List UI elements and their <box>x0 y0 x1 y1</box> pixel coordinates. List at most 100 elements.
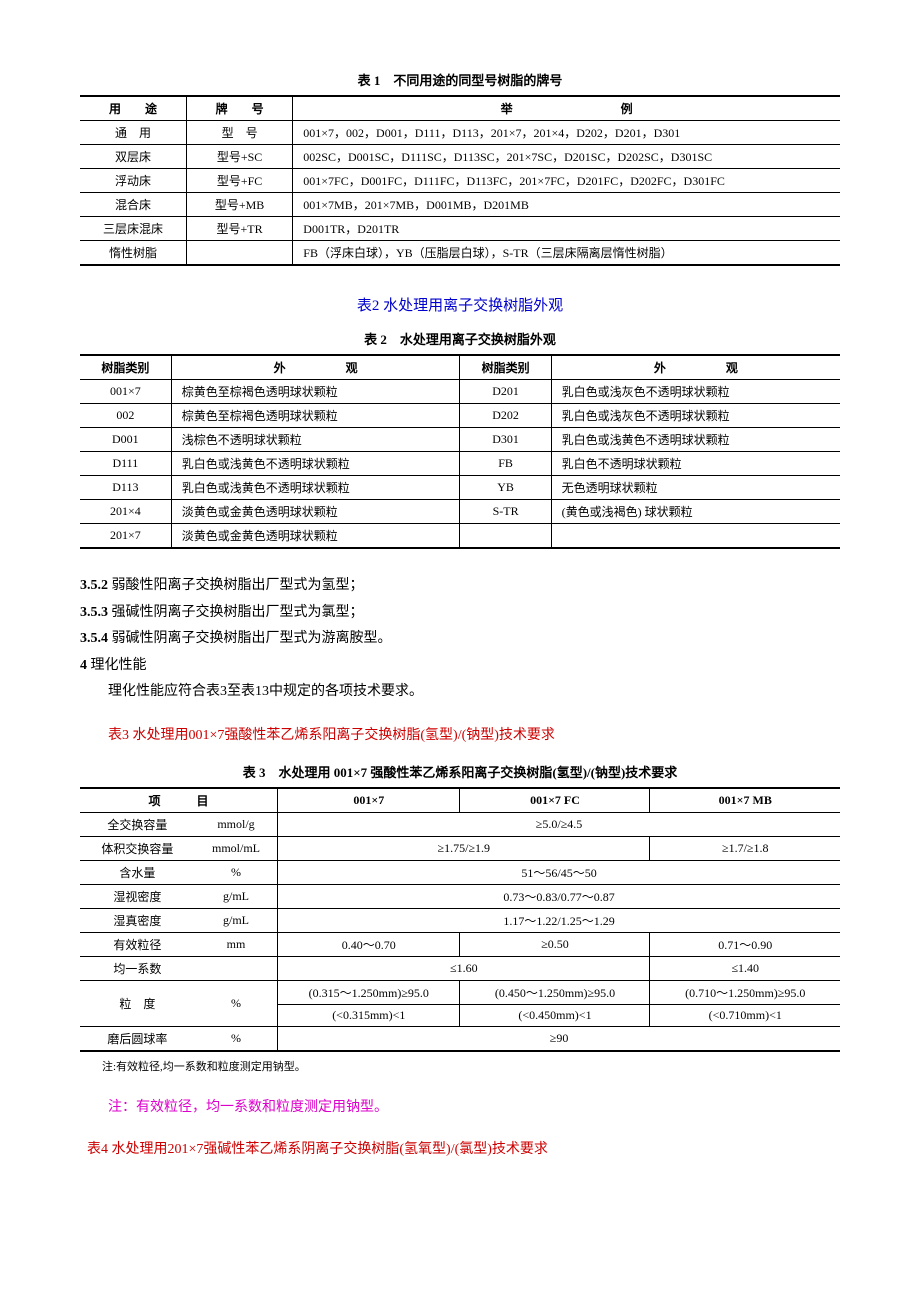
t2-r1c3: 乳白色或浅灰色不透明球状颗粒 <box>551 404 840 428</box>
t3-r7b-v2: (<0.450mm)<1 <box>460 1004 650 1026</box>
t2-h3: 外 观 <box>551 355 840 380</box>
t2-r5c1: 淡黄色或金黄色透明球状颗粒 <box>171 500 460 524</box>
t2-r2c3: 乳白色或浅黄色不透明球状颗粒 <box>551 428 840 452</box>
t2-r6c3 <box>551 524 840 549</box>
t1-r0c0: 通 用 <box>80 121 186 145</box>
t3-r7a-v2: (0.450～1.250mm)≥95.0 <box>460 980 650 1004</box>
t2-r5c3: (黄色或浅褐色) 球状颗粒 <box>551 500 840 524</box>
t3-r2-u: % <box>195 860 278 884</box>
t1-r2c1: 型号+FC <box>186 169 292 193</box>
t2-r6c0: 201×7 <box>80 524 171 549</box>
t2-r4c2: YB <box>460 476 551 500</box>
t2-r1c2: D202 <box>460 404 551 428</box>
t2-r1c0: 002 <box>80 404 171 428</box>
t3-r8-v: ≥90 <box>278 1026 840 1051</box>
t3-r7b-v3: (<0.710mm)<1 <box>650 1004 840 1026</box>
t3-h2: 001×7 <box>278 788 460 813</box>
table3-footnote: 注:有效粒径,均一系数和粒度测定用钠型。 <box>80 1058 840 1074</box>
t3-r5-v2: ≥0.50 <box>460 932 650 956</box>
t1-r3c2: 001×7MB，201×7MB，D001MB，D201MB <box>293 193 840 217</box>
t1-r3c0: 混合床 <box>80 193 186 217</box>
t2-r4c3: 无色透明球状颗粒 <box>551 476 840 500</box>
t3-r4-l: 湿真密度 <box>80 908 195 932</box>
p4-text: 理化性能 <box>87 658 147 673</box>
p5-text: 理化性能应符合表3至表13中规定的各项技术要求。 <box>80 679 840 706</box>
t1-r0c1: 型 号 <box>186 121 292 145</box>
t3-r6-v3: ≤1.40 <box>650 956 840 980</box>
t2-r3c2: FB <box>460 452 551 476</box>
body-section: 3.5.2 弱酸性阳离子交换树脂出厂型式为氢型； 3.5.3 强碱性阴离子交换树… <box>80 573 840 706</box>
t2-r2c1: 浅棕色不透明球状颗粒 <box>171 428 460 452</box>
t3-r3-v: 0.73～0.83/0.77～0.87 <box>278 884 840 908</box>
t2-r0c1: 棕黄色至棕褐色透明球状颗粒 <box>171 380 460 404</box>
t3-h4: 001×7 MB <box>650 788 840 813</box>
t2-r0c0: 001×7 <box>80 380 171 404</box>
t2-h1: 外 观 <box>171 355 460 380</box>
t3-r7a-v3: (0.710～1.250mm)≥95.0 <box>650 980 840 1004</box>
t3-r5-u: mm <box>195 932 278 956</box>
t3-r6-u <box>195 956 278 980</box>
t3-h3: 001×7 FC <box>460 788 650 813</box>
t3-r8-l: 磨后圆球率 <box>80 1026 195 1051</box>
t3-h0: 项 目 <box>80 788 278 813</box>
p1-label: 3.5.2 <box>80 578 108 593</box>
t3-r7b-v1: (<0.315mm)<1 <box>278 1004 460 1026</box>
t2-r3c3: 乳白色不透明球状颗粒 <box>551 452 840 476</box>
t3-r6-l: 均一系数 <box>80 956 195 980</box>
table2-title: 表2 水处理用离子交换树脂外观 <box>80 294 840 315</box>
t3-r5-v1: 0.40～0.70 <box>278 932 460 956</box>
t2-r4c1: 乳白色或浅黄色不透明球状颗粒 <box>171 476 460 500</box>
t1-r4c1: 型号+TR <box>186 217 292 241</box>
p1-text: 弱酸性阳离子交换树脂出厂型式为氢型； <box>108 578 364 593</box>
table4-title: 表4 水处理用201×7强碱性苯乙烯系阴离子交换树脂(氢氧型)/(氯型)技术要求 <box>80 1138 840 1158</box>
t2-r2c2: D301 <box>460 428 551 452</box>
t3-r1-l: 体积交换容量 <box>80 836 195 860</box>
t2-r0c2: D201 <box>460 380 551 404</box>
p4-label: 4 <box>80 658 87 673</box>
t1-r4c2: D001TR，D201TR <box>293 217 840 241</box>
t2-h2: 树脂类别 <box>460 355 551 380</box>
p2-label: 3.5.3 <box>80 605 108 620</box>
t1-h2: 举 例 <box>293 96 840 121</box>
t1-r1c1: 型号+SC <box>186 145 292 169</box>
t3-r4-u: g/mL <box>195 908 278 932</box>
p3-text: 弱碱性阴离子交换树脂出厂型式为游离胺型。 <box>108 631 392 646</box>
t3-r6-v12: ≤1.60 <box>278 956 650 980</box>
table1: 用 途 牌 号 举 例 通 用型 号001×7，002，D001，D111，D1… <box>80 95 840 266</box>
t1-r5c0: 惰性树脂 <box>80 241 186 266</box>
t1-r1c0: 双层床 <box>80 145 186 169</box>
t3-r7-l: 粒 度 <box>80 980 195 1026</box>
t3-r0-l: 全交换容量 <box>80 812 195 836</box>
table3-caption: 表 3 水处理用 001×7 强酸性苯乙烯系阳离子交换树脂(氢型)/(钠型)技术… <box>80 762 840 781</box>
t3-r3-l: 湿视密度 <box>80 884 195 908</box>
t2-r1c1: 棕黄色至棕褐色透明球状颗粒 <box>171 404 460 428</box>
t3-r7a-v1: (0.315～1.250mm)≥95.0 <box>278 980 460 1004</box>
t2-r5c0: 201×4 <box>80 500 171 524</box>
note-pink: 注：有效粒径，均一系数和粒度测定用钠型。 <box>80 1096 840 1116</box>
p3-label: 3.5.4 <box>80 631 108 646</box>
t3-r2-l: 含水量 <box>80 860 195 884</box>
t1-r5c1 <box>186 241 292 266</box>
t3-r2-v: 51～56/45～50 <box>278 860 840 884</box>
table2: 树脂类别 外 观 树脂类别 外 观 001×7棕黄色至棕褐色透明球状颗粒D201… <box>80 354 840 549</box>
table3-title: 表3 水处理用001×7强酸性苯乙烯系阳离子交换树脂(氢型)/(钠型)技术要求 <box>80 724 840 744</box>
t2-r6c2 <box>460 524 551 549</box>
t1-r3c1: 型号+MB <box>186 193 292 217</box>
t2-r0c3: 乳白色或浅灰色不透明球状颗粒 <box>551 380 840 404</box>
t3-r1-u: mmol/mL <box>195 836 278 860</box>
t2-r4c0: D113 <box>80 476 171 500</box>
t1-r0c2: 001×7，002，D001，D111，D113，201×7，201×4，D20… <box>293 121 840 145</box>
t2-r3c0: D111 <box>80 452 171 476</box>
t3-r7-u: % <box>195 980 278 1026</box>
table3: 项 目 001×7 001×7 FC 001×7 MB 全交换容量 mmol/g… <box>80 787 840 1052</box>
t1-r2c2: 001×7FC，D001FC，D111FC，D113FC，201×7FC，D20… <box>293 169 840 193</box>
t3-r1-v3: ≥1.7/≥1.8 <box>650 836 840 860</box>
table2-caption: 表 2 水处理用离子交换树脂外观 <box>80 329 840 348</box>
t3-r5-l: 有效粒径 <box>80 932 195 956</box>
t3-r1-v12: ≥1.75/≥1.9 <box>278 836 650 860</box>
table1-caption: 表 1 不同用途的同型号树脂的牌号 <box>80 70 840 89</box>
t3-r4-v: 1.17～1.22/1.25～1.29 <box>278 908 840 932</box>
t1-r5c2: FB（浮床白球），YB（压脂层白球），S-TR（三层床隔离层惰性树脂） <box>293 241 840 266</box>
t2-r2c0: D001 <box>80 428 171 452</box>
t2-r5c2: S-TR <box>460 500 551 524</box>
